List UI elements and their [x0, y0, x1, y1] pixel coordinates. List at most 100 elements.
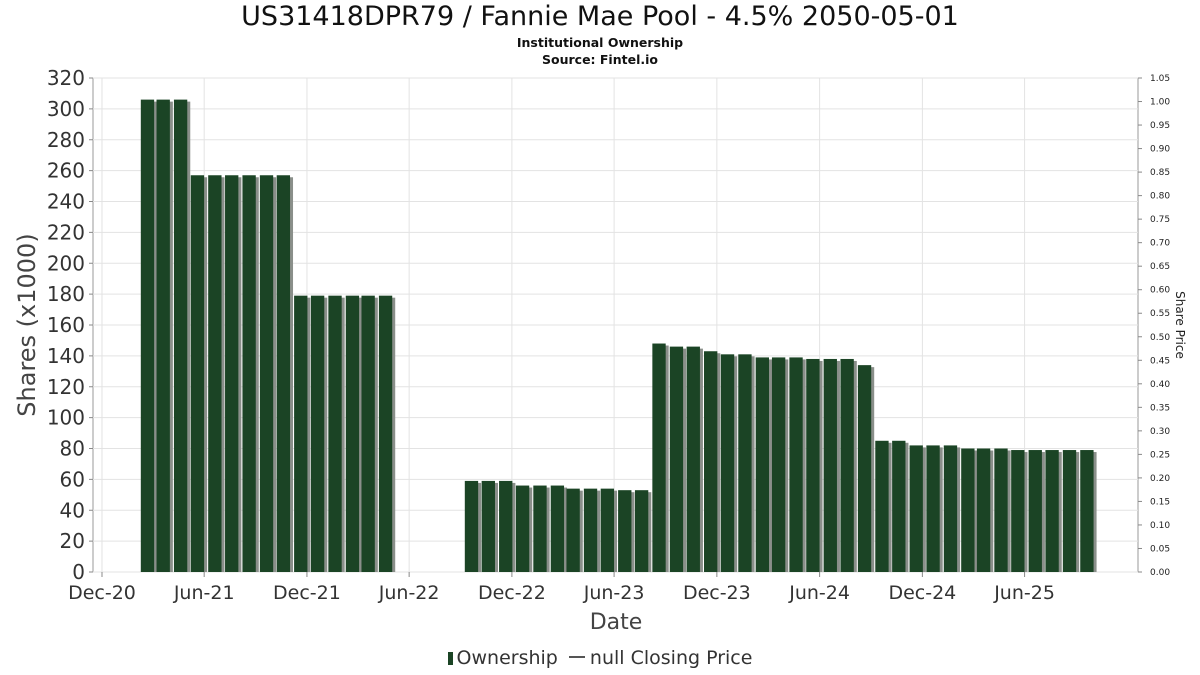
y-axis-left: 0 20 40 60 80 100 120 140 160 180 200 220 240 260 280 3… — [47, 66, 93, 584]
bar-ownership[interactable] — [943, 445, 958, 572]
y2-tick-label: 0.25 — [1150, 450, 1170, 460]
bar-ownership[interactable] — [618, 490, 632, 572]
bar-series-ownership — [140, 99, 1097, 573]
bar-ownership[interactable] — [190, 175, 205, 572]
y-tick-label: 20 — [60, 529, 85, 553]
bar-ownership[interactable] — [550, 485, 565, 572]
bar-ownership[interactable] — [806, 358, 820, 572]
y2-tick-label: 0.30 — [1150, 427, 1170, 437]
bar-ownership[interactable] — [464, 480, 479, 572]
y2-tick-label: 0.40 — [1150, 380, 1170, 390]
x-axis-title: Date — [590, 610, 643, 635]
bar-ownership[interactable] — [1062, 450, 1077, 572]
chart-subtitle: Institutional Ownership — [516, 35, 684, 50]
bar-ownership[interactable] — [294, 295, 308, 572]
x-tick-label: Dec-20 — [68, 582, 136, 604]
bar-ownership[interactable] — [225, 175, 239, 572]
y2-tick-label: 0.80 — [1150, 192, 1170, 202]
x-tick-label: Dec-22 — [478, 582, 546, 604]
y2-tick-label: 0.55 — [1150, 309, 1170, 319]
bar-ownership[interactable] — [533, 485, 547, 572]
bar-ownership[interactable] — [583, 488, 598, 572]
y2-tick-label: 0.75 — [1150, 215, 1170, 225]
bar-ownership[interactable] — [686, 346, 700, 572]
bar-ownership[interactable] — [634, 490, 649, 572]
bar-ownership[interactable] — [840, 358, 854, 572]
y-tick-label: 280 — [47, 128, 85, 152]
y2-tick-label: 0.15 — [1150, 497, 1170, 507]
bar-ownership[interactable] — [720, 354, 735, 572]
bar-ownership[interactable] — [499, 480, 513, 572]
y2-tick-label: 0.35 — [1150, 403, 1170, 413]
bar-ownership[interactable] — [566, 488, 580, 572]
y-tick-label: 100 — [47, 406, 85, 430]
bar-ownership[interactable] — [823, 358, 837, 572]
bar-ownership[interactable] — [481, 480, 495, 572]
legend-label-closing-price: null Closing Price — [589, 647, 753, 669]
y2-tick-label: 0.90 — [1150, 145, 1170, 155]
bar-ownership[interactable] — [857, 365, 872, 572]
bar-ownership[interactable] — [140, 99, 155, 573]
y-tick-label: 160 — [47, 313, 85, 337]
y2-tick-label: 0.70 — [1150, 239, 1170, 249]
bar-ownership[interactable] — [976, 448, 991, 573]
bar-ownership[interactable] — [892, 440, 906, 572]
y2-tick-label: 0.50 — [1150, 333, 1170, 343]
y-tick-label: 200 — [47, 251, 85, 275]
bar-ownership[interactable] — [242, 175, 256, 572]
x-tick-label: Dec-23 — [683, 582, 751, 604]
bar-ownership[interactable] — [600, 488, 615, 572]
bar-ownership[interactable] — [926, 445, 940, 572]
bar-ownership[interactable] — [652, 343, 666, 572]
y2-tick-label: 0.45 — [1150, 356, 1170, 366]
y-axis-right: 0.00 0.05 0.10 0.15 0.20 0.25 0.30 0.35 0.40 0.45… — [1138, 74, 1170, 578]
y-tick-label: 180 — [47, 282, 85, 306]
x-tick-label: Jun-25 — [993, 582, 1055, 604]
bar-ownership[interactable] — [1080, 450, 1094, 572]
legend-item-ownership[interactable]: Ownership — [447, 647, 564, 669]
bar-ownership[interactable] — [961, 448, 975, 573]
bar-ownership[interactable] — [704, 351, 718, 572]
legend-label-ownership: Ownership — [456, 647, 558, 669]
y-tick-label: 0 — [72, 560, 85, 584]
bar-ownership[interactable] — [1045, 450, 1059, 572]
bar-ownership[interactable] — [208, 175, 222, 572]
bar-ownership[interactable] — [259, 175, 274, 572]
bar-ownership[interactable] — [310, 295, 325, 572]
bar-ownership[interactable] — [909, 445, 923, 572]
x-tick-label: Dec-24 — [888, 582, 956, 604]
bar-ownership[interactable] — [771, 357, 786, 572]
bar-ownership[interactable] — [789, 357, 803, 572]
y2-axis-title: Share Price — [1173, 291, 1187, 359]
bar-ownership[interactable] — [669, 346, 684, 572]
bar-ownership[interactable] — [173, 99, 188, 573]
y2-tick-label: 0.00 — [1150, 568, 1170, 578]
bar-ownership[interactable] — [345, 295, 360, 572]
bar-ownership[interactable] — [156, 99, 170, 573]
bar-ownership[interactable] — [738, 354, 752, 572]
y2-tick-label: 0.10 — [1150, 521, 1170, 531]
y-tick-label: 60 — [60, 467, 85, 491]
bar-ownership[interactable] — [361, 295, 375, 572]
y-tick-label: 220 — [47, 220, 85, 244]
legend-line-swatch — [568, 656, 585, 658]
bar-ownership[interactable] — [1011, 450, 1025, 572]
bar-ownership[interactable] — [875, 440, 889, 572]
x-tick-label: Jun-22 — [378, 582, 440, 604]
legend-bar-swatch — [447, 652, 453, 665]
bar-ownership[interactable] — [1028, 450, 1042, 572]
y2-tick-label: 0.20 — [1150, 474, 1170, 484]
x-axis: Dec-20 Jun-21 Dec-21 Jun-22 Dec-22 Jun-23 Dec-… — [68, 572, 1055, 604]
bar-ownership[interactable] — [515, 485, 530, 572]
bar-ownership[interactable] — [276, 175, 291, 572]
bar-ownership[interactable] — [378, 295, 393, 572]
bar-ownership[interactable] — [994, 448, 1008, 573]
bar-ownership[interactable] — [328, 295, 342, 572]
legend-item-closing-price[interactable]: null Closing Price — [564, 647, 753, 669]
y-tick-label: 240 — [47, 190, 85, 214]
y2-tick-label: 0.65 — [1150, 262, 1170, 272]
y-tick-label: 140 — [47, 344, 85, 368]
bar-ownership[interactable] — [755, 357, 770, 572]
y2-tick-label: 0.85 — [1150, 168, 1170, 178]
